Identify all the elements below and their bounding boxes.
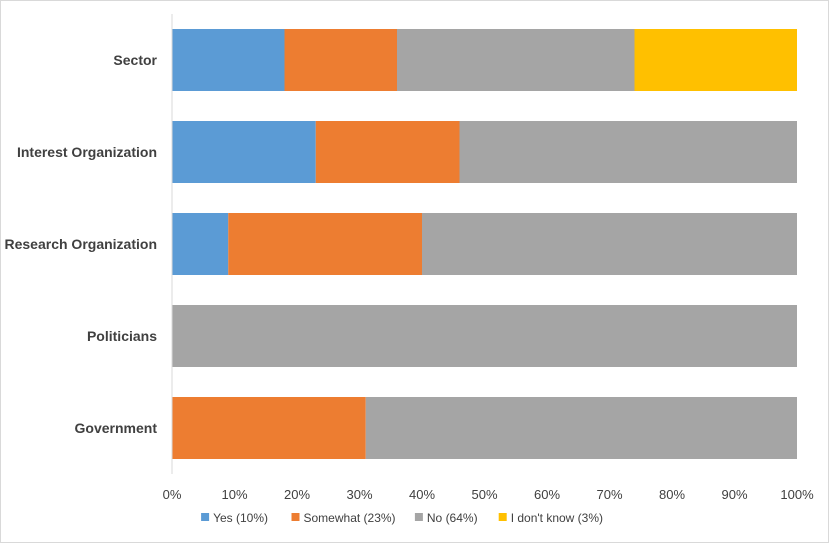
legend-swatch-i-don-t-know <box>498 513 507 521</box>
category-label-government: Government <box>75 420 158 436</box>
x-tick-label: 40% <box>409 487 435 502</box>
bar-sector-i-don-t-know <box>634 29 797 91</box>
bar-government-somewhat <box>172 397 366 459</box>
legend-label-somewhat: Somewhat (23%) <box>304 511 396 525</box>
bar-research-organization-yes <box>172 213 229 275</box>
bar-politicians-no <box>172 305 797 367</box>
x-tick-label: 0% <box>163 487 182 502</box>
legend-swatch-somewhat <box>291 513 300 521</box>
category-labels: Sector Interest Organization Research Orga… <box>5 52 158 436</box>
x-tick-label: 50% <box>471 487 497 502</box>
legend-swatch-yes <box>201 513 210 521</box>
bars-group <box>172 29 797 459</box>
category-label-interest-organization: Interest Organization <box>17 144 157 160</box>
bar-interest-organization-yes <box>172 121 316 183</box>
x-tick-label: 100% <box>780 487 814 502</box>
bar-interest-organization-no <box>459 121 797 183</box>
legend-label-no: No (64%) <box>427 511 478 525</box>
bar-government-no <box>365 397 797 459</box>
category-label-politicians: Politicians <box>87 328 157 344</box>
legend-label-yes: Yes (10%) <box>213 511 268 525</box>
x-tick-labels: 0% 10% 20% 30% 40% 50% 60% 70% 80% 90% 100% <box>163 487 814 502</box>
bar-research-organization-no <box>422 213 797 275</box>
bar-sector-somewhat <box>284 29 397 91</box>
x-tick-label: 90% <box>721 487 747 502</box>
legend: Yes (10%) Somewhat (23%) No (64%) I don't k… <box>201 511 603 525</box>
category-label-research-organization: Research Organization <box>5 236 158 252</box>
x-tick-label: 30% <box>346 487 372 502</box>
bar-interest-organization-somewhat <box>315 121 460 183</box>
bar-sector-yes <box>172 29 285 91</box>
legend-swatch-no <box>414 513 423 521</box>
x-tick-label: 80% <box>659 487 685 502</box>
bar-sector-no <box>397 29 635 91</box>
x-tick-label: 20% <box>284 487 310 502</box>
x-tick-label: 70% <box>596 487 622 502</box>
category-label-sector: Sector <box>113 52 157 68</box>
x-tick-label: 60% <box>534 487 560 502</box>
legend-label-i-don-t-know: I don't know (3%) <box>511 511 603 525</box>
bar-research-organization-somewhat <box>228 213 422 275</box>
x-tick-label: 10% <box>221 487 247 502</box>
